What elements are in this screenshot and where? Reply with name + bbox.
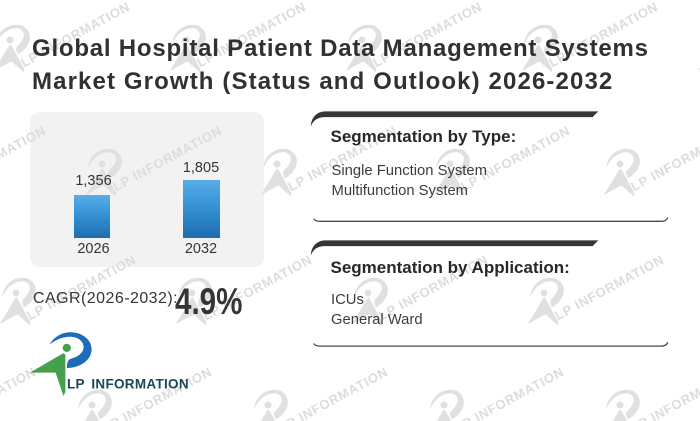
svg-text:LP INFORMATION: LP INFORMATION [276,364,390,421]
svg-text:LP INFORMATION: LP INFORMATION [452,364,566,421]
svg-text:LP INFORMATION: LP INFORMATION [628,364,700,421]
svg-text:LP INFORMATION: LP INFORMATION [0,123,49,194]
svg-text:LP INFORMATION: LP INFORMATION [24,252,138,323]
